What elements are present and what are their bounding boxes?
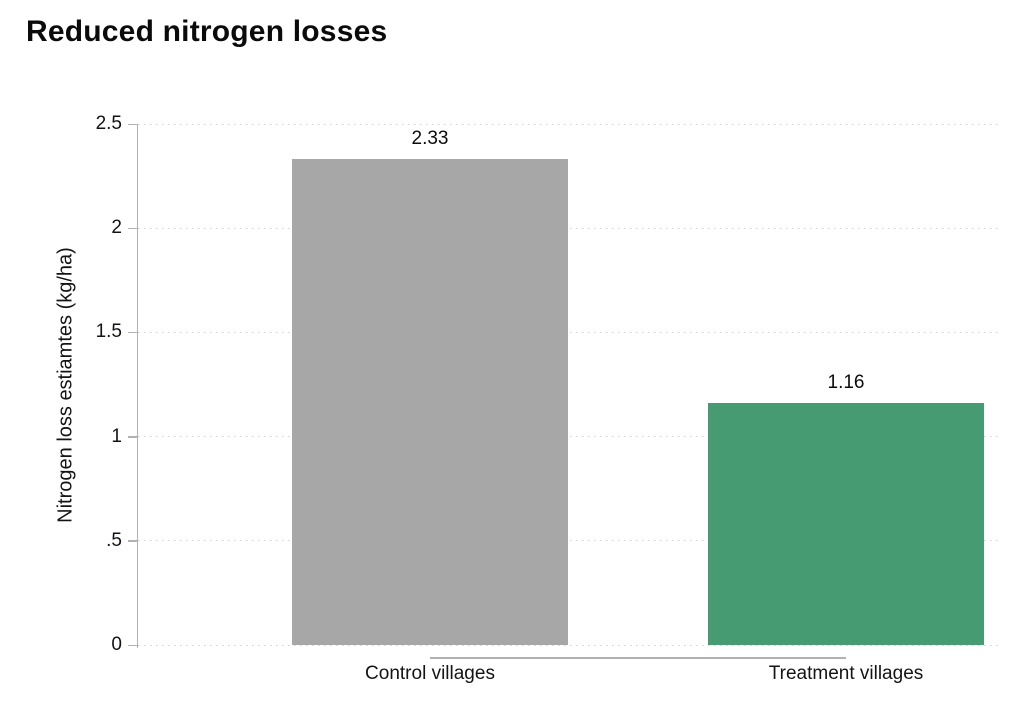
bar-value-label: 2.33: [411, 128, 449, 150]
y-tick-label: .5: [106, 529, 122, 551]
gridline: [138, 123, 998, 126]
bar-value-label: 1.16: [827, 372, 865, 394]
y-tick: [128, 331, 137, 334]
y-tick: [128, 436, 137, 438]
y-tick: [128, 540, 137, 542]
gridline: [138, 436, 998, 439]
y-tick: [128, 123, 137, 125]
y-tick-label: 2: [111, 217, 122, 239]
y-tick: [128, 227, 137, 230]
y-tick-label: 1: [111, 425, 122, 447]
y-axis-line: [136, 124, 138, 648]
gridline: [138, 331, 998, 334]
gridline: [138, 644, 998, 647]
y-tick-label: 2.5: [95, 113, 122, 134]
category-label-control-villages: Control villages: [365, 663, 495, 684]
y-tick-label: 0: [111, 634, 122, 655]
category-axis-line: [430, 657, 846, 659]
category-label-treatment-villages: Treatment villages: [768, 663, 924, 684]
gridline: [138, 227, 998, 230]
bar-control-villages: [292, 159, 568, 645]
y-tick: [128, 644, 137, 646]
gridline: [138, 540, 998, 543]
bar-treatment-villages: [708, 403, 984, 645]
y-tick-label: 1.5: [95, 321, 122, 343]
chart-title: Reduced nitrogen losses: [26, 15, 388, 48]
